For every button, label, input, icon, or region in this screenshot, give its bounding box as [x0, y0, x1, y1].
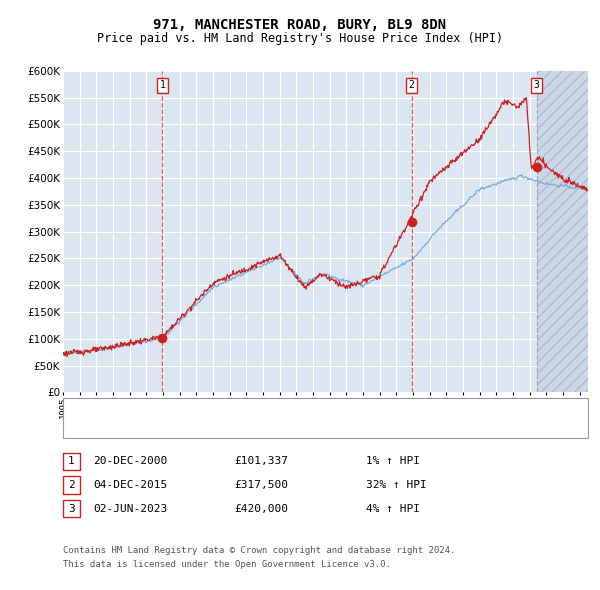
- Text: 32% ↑ HPI: 32% ↑ HPI: [366, 480, 427, 490]
- Text: Price paid vs. HM Land Registry's House Price Index (HPI): Price paid vs. HM Land Registry's House …: [97, 32, 503, 45]
- Bar: [536, 71, 588, 392]
- Text: 1% ↑ HPI: 1% ↑ HPI: [366, 457, 420, 466]
- Text: 3: 3: [68, 504, 75, 513]
- Text: 4% ↑ HPI: 4% ↑ HPI: [366, 504, 420, 513]
- Text: Contains HM Land Registry data © Crown copyright and database right 2024.
This d: Contains HM Land Registry data © Crown c…: [63, 546, 455, 569]
- Text: ——: ——: [74, 402, 89, 415]
- Text: £317,500: £317,500: [234, 480, 288, 490]
- Text: 02-JUN-2023: 02-JUN-2023: [93, 504, 167, 513]
- Text: 3: 3: [534, 80, 539, 90]
- Text: 1: 1: [160, 80, 166, 90]
- Text: 971, MANCHESTER ROAD, BURY, BL9 8DN: 971, MANCHESTER ROAD, BURY, BL9 8DN: [154, 18, 446, 32]
- Text: £420,000: £420,000: [234, 504, 288, 513]
- Text: 2: 2: [409, 80, 415, 90]
- Text: 2: 2: [68, 480, 75, 490]
- Bar: [536, 71, 588, 392]
- Text: 971, MANCHESTER ROAD, BURY, BL9 8DN (detached house): 971, MANCHESTER ROAD, BURY, BL9 8DN (det…: [107, 404, 432, 414]
- Text: HPI: Average price, detached house, Bury: HPI: Average price, detached house, Bury: [107, 421, 357, 431]
- Text: 04-DEC-2015: 04-DEC-2015: [93, 480, 167, 490]
- Text: £101,337: £101,337: [234, 457, 288, 466]
- Text: ——: ——: [74, 420, 89, 433]
- Text: 1: 1: [68, 457, 75, 466]
- Text: 20-DEC-2000: 20-DEC-2000: [93, 457, 167, 466]
